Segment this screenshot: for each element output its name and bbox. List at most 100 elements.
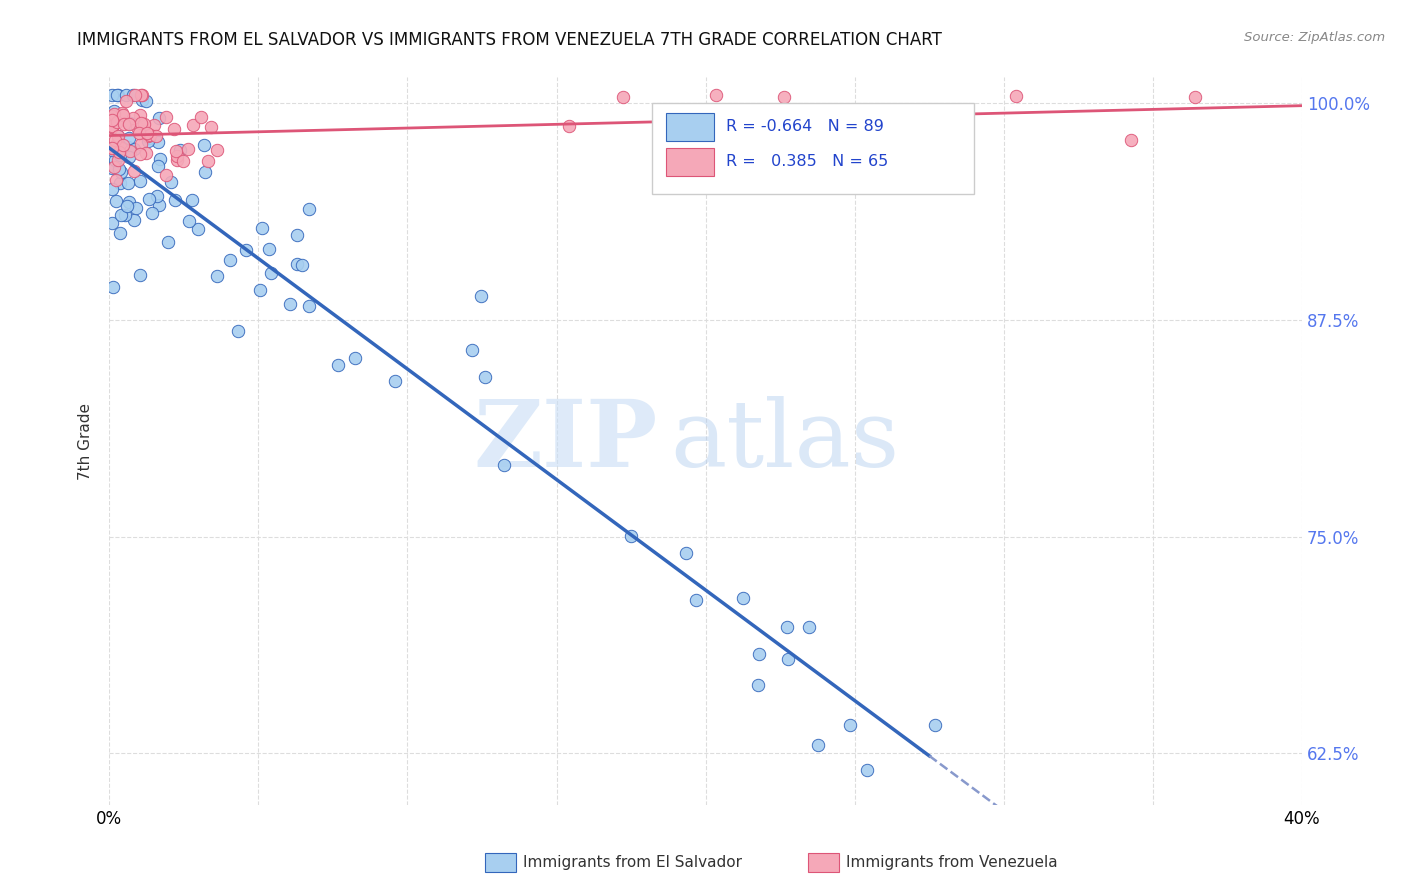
Point (129, 268, 152, 283)
Point (924, 718, 946, 732)
Point (291, 258, 314, 272)
Point (101, 113, 124, 128)
Point (117, 140, 139, 154)
Point (110, 148, 132, 162)
Point (111, 148, 134, 162)
Point (197, 154, 219, 169)
Point (474, 369, 496, 384)
Point (193, 138, 215, 153)
Text: atlas: atlas (669, 396, 898, 486)
Point (104, 173, 127, 187)
Point (146, 189, 169, 203)
Point (136, 128, 159, 143)
Point (190, 111, 212, 125)
Point (105, 115, 128, 129)
Point (101, 161, 124, 175)
Point (103, 107, 125, 121)
Point (118, 131, 141, 145)
Point (285, 227, 308, 242)
Point (160, 175, 183, 189)
Point (115, 87, 138, 102)
Point (120, 144, 142, 158)
Point (169, 143, 191, 157)
Point (138, 131, 160, 145)
Point (112, 137, 135, 152)
Point (205, 143, 228, 157)
Point (675, 546, 697, 560)
Point (105, 194, 128, 208)
Point (260, 266, 283, 280)
Point (135, 146, 157, 161)
FancyBboxPatch shape (652, 103, 974, 194)
Point (101, 119, 124, 133)
Point (257, 243, 280, 257)
Point (108, 162, 131, 177)
Point (250, 221, 273, 235)
Point (706, 87, 728, 102)
Point (146, 159, 169, 173)
Point (747, 677, 769, 691)
Point (470, 289, 492, 303)
Point (111, 106, 134, 120)
Point (111, 108, 134, 122)
Point (145, 128, 167, 143)
Point (619, 529, 641, 543)
Point (131, 87, 153, 102)
Point (155, 168, 177, 182)
Point (219, 252, 242, 267)
Text: Immigrants from Venezuela: Immigrants from Venezuela (846, 855, 1059, 870)
Point (1121, 133, 1143, 147)
Point (101, 141, 124, 155)
Point (776, 619, 799, 633)
Point (122, 142, 145, 156)
Text: Immigrants from El Salvador: Immigrants from El Salvador (523, 855, 742, 870)
Text: ZIP: ZIP (474, 396, 658, 486)
Point (103, 103, 125, 118)
Point (107, 87, 129, 102)
Point (129, 87, 152, 102)
Point (124, 212, 146, 227)
Point (226, 324, 249, 338)
Point (278, 297, 301, 311)
Point (205, 269, 228, 284)
Point (112, 116, 135, 130)
Point (249, 283, 271, 297)
Point (118, 117, 141, 131)
Point (115, 94, 138, 108)
Point (139, 128, 162, 143)
Point (1184, 90, 1206, 104)
Point (776, 652, 799, 666)
Point (101, 280, 124, 294)
Point (122, 87, 145, 102)
Point (163, 121, 186, 136)
Point (129, 146, 152, 161)
Text: Source: ZipAtlas.com: Source: ZipAtlas.com (1244, 31, 1385, 45)
Point (129, 116, 152, 130)
Point (166, 153, 188, 167)
Point (298, 202, 321, 217)
Point (110, 208, 132, 222)
Point (856, 764, 879, 778)
Point (101, 120, 124, 135)
Point (166, 148, 188, 162)
Point (285, 256, 308, 270)
Point (326, 359, 349, 373)
Point (124, 164, 146, 178)
Point (773, 90, 796, 104)
Point (143, 118, 166, 132)
Point (179, 213, 201, 227)
Point (118, 150, 141, 164)
Point (115, 199, 138, 213)
Text: R =   0.385   N = 65: R = 0.385 N = 65 (725, 154, 889, 169)
Point (117, 176, 139, 190)
Y-axis label: 7th Grade: 7th Grade (79, 403, 93, 480)
Point (128, 108, 150, 122)
Point (118, 195, 141, 210)
Point (107, 129, 129, 144)
Point (110, 165, 132, 179)
Point (107, 129, 129, 144)
Point (721, 123, 744, 137)
Point (108, 226, 131, 240)
Point (124, 87, 146, 102)
Point (612, 90, 634, 104)
